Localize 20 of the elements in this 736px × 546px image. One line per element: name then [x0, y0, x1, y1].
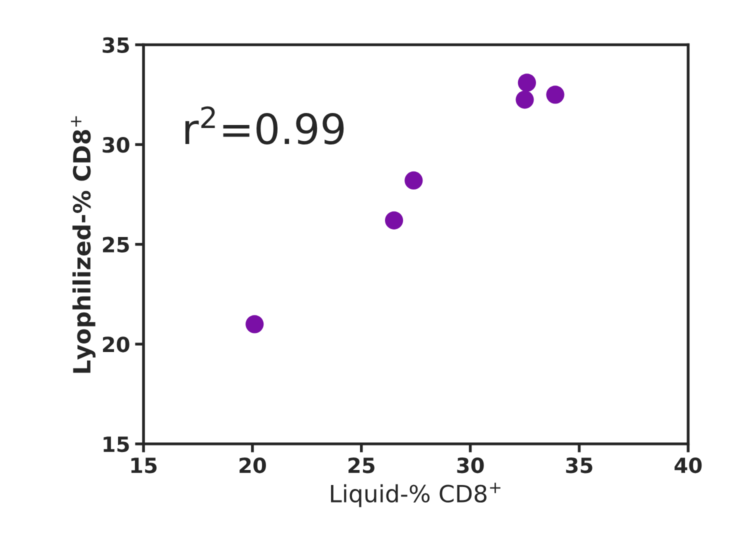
annotation: r$^{2}$=0.99	[185, 106, 344, 145]
y-tick-label: 20	[102, 336, 130, 352]
x-tick-label: 25	[348, 457, 374, 474]
point	[246, 315, 264, 334]
point	[516, 90, 534, 109]
y-tick-label: 15	[104, 436, 129, 452]
x-tick-label: 15	[131, 458, 157, 474]
y-tick-label: 30	[102, 137, 130, 153]
point	[404, 171, 423, 190]
x-tick-label: 20	[240, 457, 266, 474]
x-axis-title: Liquid-% CD8$^{+}$	[331, 482, 500, 508]
point	[546, 86, 564, 104]
x-tick-label: 40	[674, 457, 702, 474]
x-tick-label: 35	[566, 457, 592, 474]
y-tick-label: 35	[102, 37, 129, 53]
y-axis-title: Lyophilized-% CD8$^{+}$	[70, 116, 96, 373]
y-tick-label: 25	[102, 236, 129, 253]
x-tick-label: 30	[457, 457, 484, 474]
point	[518, 74, 536, 92]
point	[385, 211, 404, 230]
